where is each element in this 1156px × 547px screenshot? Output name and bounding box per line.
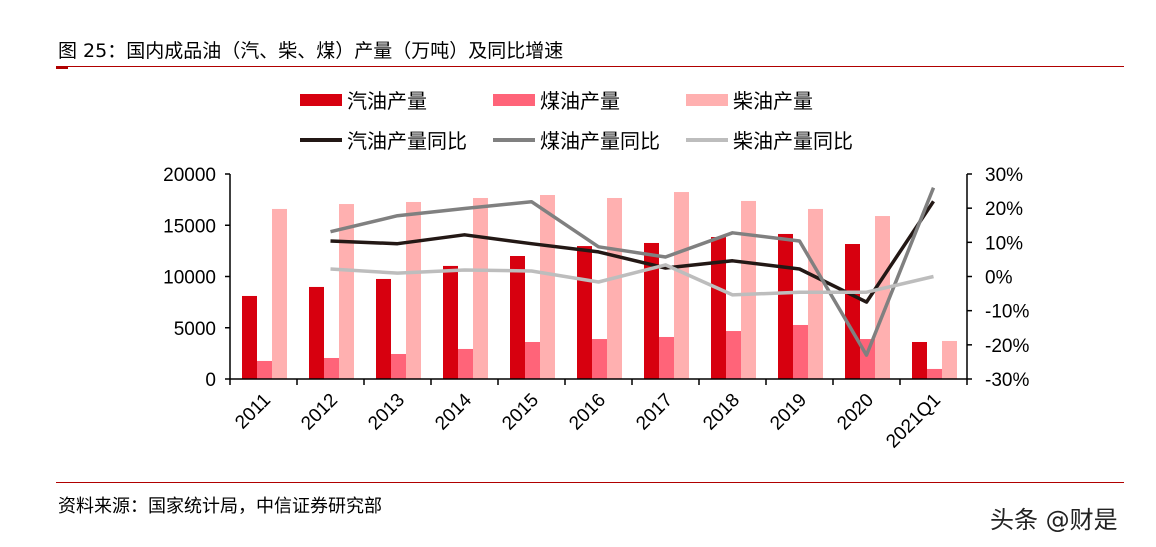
bar-2021Q1-0 [912, 341, 927, 379]
bar-2015-2 [540, 195, 555, 379]
x-tick-label: 2014 [431, 389, 476, 434]
bar-2011-2 [272, 208, 287, 379]
bar-2021Q1-2 [942, 340, 957, 379]
bar-2012-2 [339, 204, 354, 379]
bar-2013-2 [406, 201, 421, 379]
legend-swatch-1 [493, 94, 535, 106]
line-series-2 [330, 263, 934, 297]
x-tick-label: 2020 [833, 390, 878, 435]
bar-2021Q1-1 [927, 368, 942, 379]
bar-2013-1 [391, 353, 406, 379]
bar-2017-1 [659, 336, 674, 379]
bar-2017-2 [674, 192, 689, 379]
right-tick-label: 10% [985, 233, 1023, 254]
line-series-1 [330, 187, 936, 357]
right-tick-label: -20% [985, 336, 1029, 357]
right-tick-label: 0% [985, 268, 1013, 289]
left-tick-label: 20000 [163, 165, 216, 186]
left-tick-label: 15000 [163, 216, 216, 237]
bar-2012-0 [309, 286, 324, 379]
right-tick-label: -30% [985, 370, 1029, 391]
bar-2016-0 [577, 246, 592, 379]
bar-2020-0 [845, 244, 860, 379]
bar-2015-1 [525, 341, 540, 379]
left-tick-label: 0 [205, 370, 216, 391]
x-tick-label: 2015 [498, 390, 543, 435]
bar-2013-0 [376, 278, 391, 379]
right-tick-label: 30% [985, 165, 1023, 186]
legend-label: 柴油产量 [733, 90, 813, 113]
x-tick-label: 2017 [632, 390, 677, 435]
bar-2020-2 [875, 216, 890, 379]
legend-label: 汽油产量同比 [347, 130, 467, 153]
bar-2018-1 [726, 331, 741, 379]
legend-swatch-0 [300, 94, 342, 106]
bar-2016-1 [592, 339, 607, 379]
right-tick-label: 20% [985, 199, 1023, 220]
x-tick-label: 2019 [766, 390, 811, 435]
x-tick-label: 2011 [231, 390, 275, 434]
legend-label: 柴油产量同比 [733, 130, 853, 153]
bar-2018-2 [741, 200, 756, 379]
top-rule [56, 66, 1124, 67]
x-tick-label: 2016 [565, 390, 610, 435]
bar-2014-1 [458, 348, 473, 379]
bar-2011-1 [257, 360, 272, 379]
bar-2012-1 [324, 357, 339, 379]
figure-title: 图 25：国内成品油（汽、柴、煤）产量（万吨）及同比增速 [58, 40, 564, 62]
source-note: 资料来源：国家统计局，中信证券研究部 [58, 496, 382, 517]
bar-2016-2 [607, 197, 622, 379]
legend-label: 煤油产量同比 [540, 130, 660, 153]
legend-swatch-2 [686, 94, 728, 106]
bar-2017-0 [644, 242, 659, 379]
bottom-rule [56, 482, 1124, 483]
x-tick-label: 2021Q1 [882, 390, 945, 453]
bar-2011-0 [242, 295, 257, 379]
bar-2019-2 [808, 208, 823, 379]
bar-2019-1 [793, 324, 808, 379]
bar-2015-0 [510, 256, 525, 379]
line-series-0 [330, 200, 935, 304]
x-tick-label: 2012 [297, 390, 342, 435]
legend-label: 煤油产量 [540, 90, 620, 113]
x-tick-label: 2013 [364, 390, 409, 435]
left-tick-label: 10000 [163, 268, 216, 289]
bar-2019-0 [778, 233, 793, 379]
x-tick-label: 2018 [699, 390, 744, 435]
bar-2018-0 [711, 237, 726, 379]
left-tick-label: 5000 [174, 319, 216, 340]
bar-2014-2 [473, 197, 488, 379]
bar-2014-0 [443, 265, 458, 379]
legend-label: 汽油产量 [347, 90, 427, 113]
right-tick-label: -10% [985, 302, 1029, 323]
top-rule-mark [56, 66, 68, 69]
watermark: 头条 @财是 [990, 506, 1118, 534]
